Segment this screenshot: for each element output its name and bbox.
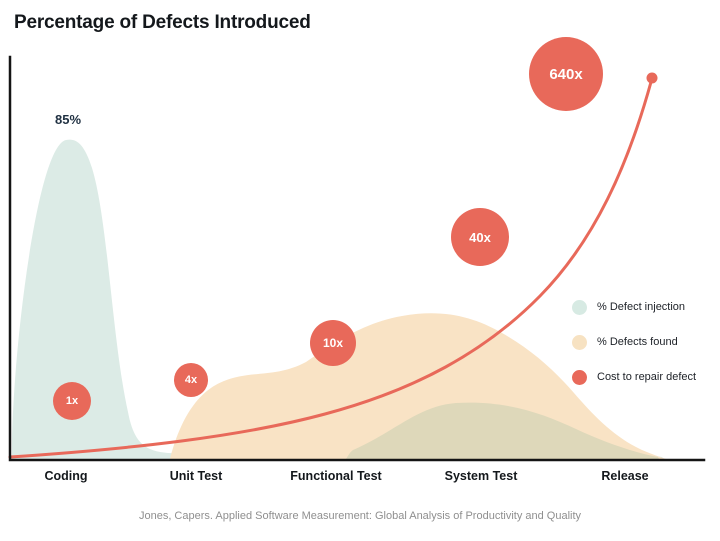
- page-title: Percentage of Defects Introduced: [14, 12, 311, 33]
- legend-swatch-red-icon: [572, 369, 587, 385]
- cost-bubble-640x: 640x: [529, 37, 603, 111]
- legend-label: % Defects found: [597, 336, 678, 348]
- cost-bubble-1x: 1x: [53, 382, 91, 420]
- x-label-release: Release: [601, 469, 649, 483]
- legend-label: Cost to repair defect: [597, 371, 697, 383]
- cost-bubble-40x: 40x: [451, 208, 509, 266]
- source-citation: Jones, Capers. Applied Software Measurem…: [138, 510, 582, 522]
- curve-endpoint-dot: [646, 72, 658, 84]
- cost-to-repair-curve: [8, 80, 653, 459]
- legend-swatch-mint-icon: [572, 299, 587, 315]
- legend-label: % Defect injection: [597, 301, 686, 313]
- cost-bubble-10x: 10x: [310, 320, 356, 366]
- x-label-coding: Coding: [44, 469, 88, 483]
- legend-item-defect-injection: % Defect injection: [572, 296, 712, 318]
- legend-item-cost-to-repair: Cost to repair defect: [572, 366, 712, 388]
- legend: % Defect injection % Defects found Cost …: [572, 296, 712, 401]
- x-label-functional-test: Functional Test: [290, 469, 382, 483]
- legend-item-defects-found: % Defects found: [572, 331, 712, 353]
- chart-axes: [8, 55, 706, 462]
- area-overlap-region: [346, 402, 659, 459]
- cost-bubble-4x: 4x: [174, 363, 208, 397]
- legend-swatch-tan-icon: [572, 334, 587, 350]
- x-axis-labels: Coding Unit Test Functional Test System …: [0, 469, 720, 489]
- x-label-unit-test: Unit Test: [169, 469, 223, 483]
- defect-injection-area: [12, 139, 664, 459]
- x-label-system-test: System Test: [444, 469, 518, 483]
- injection-peak-label: 85%: [55, 112, 82, 127]
